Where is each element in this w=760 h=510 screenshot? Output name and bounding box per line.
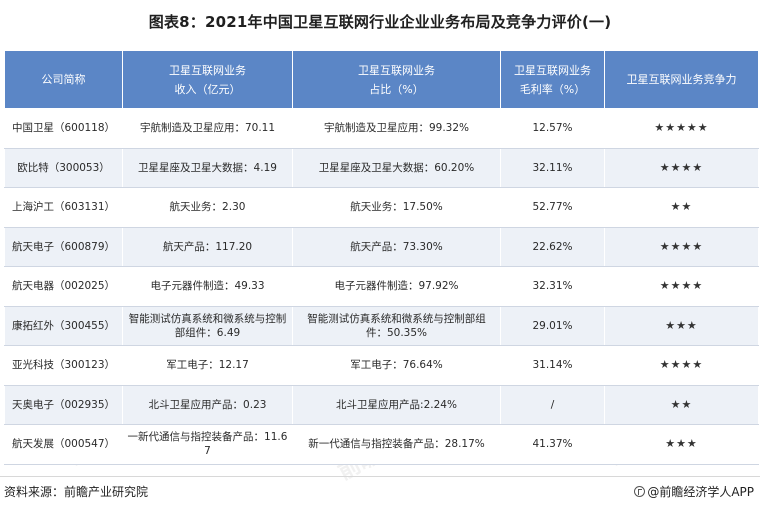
table-row: 亚光科技（300123） 军工电子：12.17 军工电子：76.64% 31.1… bbox=[4, 345, 759, 386]
cell-margin: 32.31% bbox=[500, 266, 605, 307]
cell-margin: 29.01% bbox=[500, 306, 605, 346]
cell-rating-stars: ★★★★ bbox=[604, 148, 759, 188]
cell-rating-stars: ★★ bbox=[604, 385, 759, 425]
table-row: 天奥电子（002935） 北斗卫星应用产品：0.23 北斗卫星应用产品:2.24… bbox=[4, 385, 759, 425]
chart-title: 图表8：2021年中国卫星互联网行业企业业务布局及竞争力评价(一) bbox=[148, 13, 612, 31]
cell-company: 航天电子（600879） bbox=[4, 227, 123, 267]
cell-revenue: 智能测试仿真系统和微系统与控制部组件：6.49 bbox=[122, 306, 293, 346]
cell-share: 军工电子：76.64% bbox=[292, 345, 501, 386]
cell-company: 亚光科技（300123） bbox=[4, 345, 123, 386]
cell-company: 航天电器（002025） bbox=[4, 266, 123, 307]
cell-share: 卫星星座及卫星大数据：60.20% bbox=[292, 148, 501, 188]
cell-revenue: 航天产品：117.20 bbox=[122, 227, 293, 267]
source-note: 资料来源：前瞻产业研究院 bbox=[4, 485, 149, 499]
cell-margin: 41.37% bbox=[500, 424, 605, 465]
cell-margin: 22.62% bbox=[500, 227, 605, 267]
table-row: 航天发展（000547） 一新代通信与指控装备产品：11.67 新一代通信与指控… bbox=[4, 424, 759, 465]
cell-rating-stars: ★★★★ bbox=[604, 266, 759, 307]
table-row: 上海沪工（603131） 航天业务：2.30 航天业务：17.50% 52.77… bbox=[4, 187, 759, 228]
header-competitiveness: 卫星互联网业务竞争力 bbox=[604, 50, 759, 109]
cell-revenue: 一新代通信与指控装备产品：11.67 bbox=[122, 424, 293, 465]
cell-rating-stars: ★★★ bbox=[604, 306, 759, 346]
cell-share: 北斗卫星应用产品:2.24% bbox=[292, 385, 501, 425]
cell-share: 宇航制造及卫星应用：99.32% bbox=[292, 108, 501, 149]
cell-rating-stars: ★★★★ bbox=[604, 227, 759, 267]
cell-company: 上海沪工（603131） bbox=[4, 187, 123, 228]
table-row: 中国卫星（600118） 宇航制造及卫星应用：70.11 宇航制造及卫星应用：9… bbox=[4, 108, 759, 149]
table-row: 航天电子（600879） 航天产品：117.20 航天产品：73.30% 22.… bbox=[4, 227, 759, 267]
cell-margin: 12.57% bbox=[500, 108, 605, 149]
cell-revenue: 军工电子：12.17 bbox=[122, 345, 293, 386]
cell-margin: / bbox=[500, 385, 605, 425]
cell-rating-stars: ★★ bbox=[604, 187, 759, 228]
footer: 资料来源：前瞻产业研究院 @前瞻经济学人APP bbox=[0, 476, 760, 504]
header-company: 公司简称 bbox=[4, 50, 123, 109]
cell-share: 新一代通信与指控装备产品：28.17% bbox=[292, 424, 501, 465]
cell-company: 航天发展（000547） bbox=[4, 424, 123, 465]
table-row: 航天电器（002025） 电子元器件制造：49.33 电子元器件制造：97.92… bbox=[4, 266, 759, 307]
cell-margin: 31.14% bbox=[500, 345, 605, 386]
cell-share: 航天产品：73.30% bbox=[292, 227, 501, 267]
cell-revenue: 电子元器件制造：49.33 bbox=[122, 266, 293, 307]
cell-revenue: 北斗卫星应用产品：0.23 bbox=[122, 385, 293, 425]
business-layout-table: 公司简称 卫星互联网业务 收入（亿元） 卫星互联网业务 占比（%） 卫星互联网业务毛… bbox=[4, 50, 759, 465]
cell-company: 康拓红外（300455） bbox=[4, 306, 123, 346]
cell-share: 电子元器件制造：97.92% bbox=[292, 266, 501, 307]
header-share: 卫星互联网业务 占比（%） bbox=[292, 50, 501, 109]
table-header-row: 公司简称 卫星互联网业务 收入（亿元） 卫星互联网业务 占比（%） 卫星互联网业务毛… bbox=[4, 50, 759, 109]
table-row: 康拓红外（300455） 智能测试仿真系统和微系统与控制部组件：6.49 智能测… bbox=[4, 306, 759, 346]
table-row: 欧比特（300053） 卫星星座及卫星大数据：4.19 卫星星座及卫星大数据：6… bbox=[4, 148, 759, 188]
brand-credit: @前瞻经济学人APP bbox=[634, 483, 754, 500]
cell-company: 中国卫星（600118） bbox=[4, 108, 123, 149]
cell-margin: 32.11% bbox=[500, 148, 605, 188]
cell-rating-stars: ★★★ bbox=[604, 424, 759, 465]
brand-label: @前瞻经济学人APP bbox=[647, 485, 754, 499]
data-table-container: 公司简称 卫星互联网业务 收入（亿元） 卫星互联网业务 占比（%） 卫星互联网业务毛… bbox=[4, 50, 759, 465]
cell-company: 欧比特（300053） bbox=[4, 148, 123, 188]
cell-rating-stars: ★★★★★ bbox=[604, 108, 759, 149]
cell-company: 天奥电子（002935） bbox=[4, 385, 123, 425]
header-margin: 卫星互联网业务 毛利率（%） bbox=[500, 50, 605, 109]
brand-logo-icon bbox=[634, 486, 646, 497]
cell-share: 智能测试仿真系统和微系统与控制部组件：50.35% bbox=[292, 306, 501, 346]
header-revenue: 卫星互联网业务 收入（亿元） bbox=[122, 50, 293, 109]
cell-revenue: 卫星星座及卫星大数据：4.19 bbox=[122, 148, 293, 188]
cell-share: 航天业务：17.50% bbox=[292, 187, 501, 228]
cell-revenue: 宇航制造及卫星应用：70.11 bbox=[122, 108, 293, 149]
cell-revenue: 航天业务：2.30 bbox=[122, 187, 293, 228]
cell-rating-stars: ★★★★ bbox=[604, 345, 759, 386]
cell-margin: 52.77% bbox=[500, 187, 605, 228]
